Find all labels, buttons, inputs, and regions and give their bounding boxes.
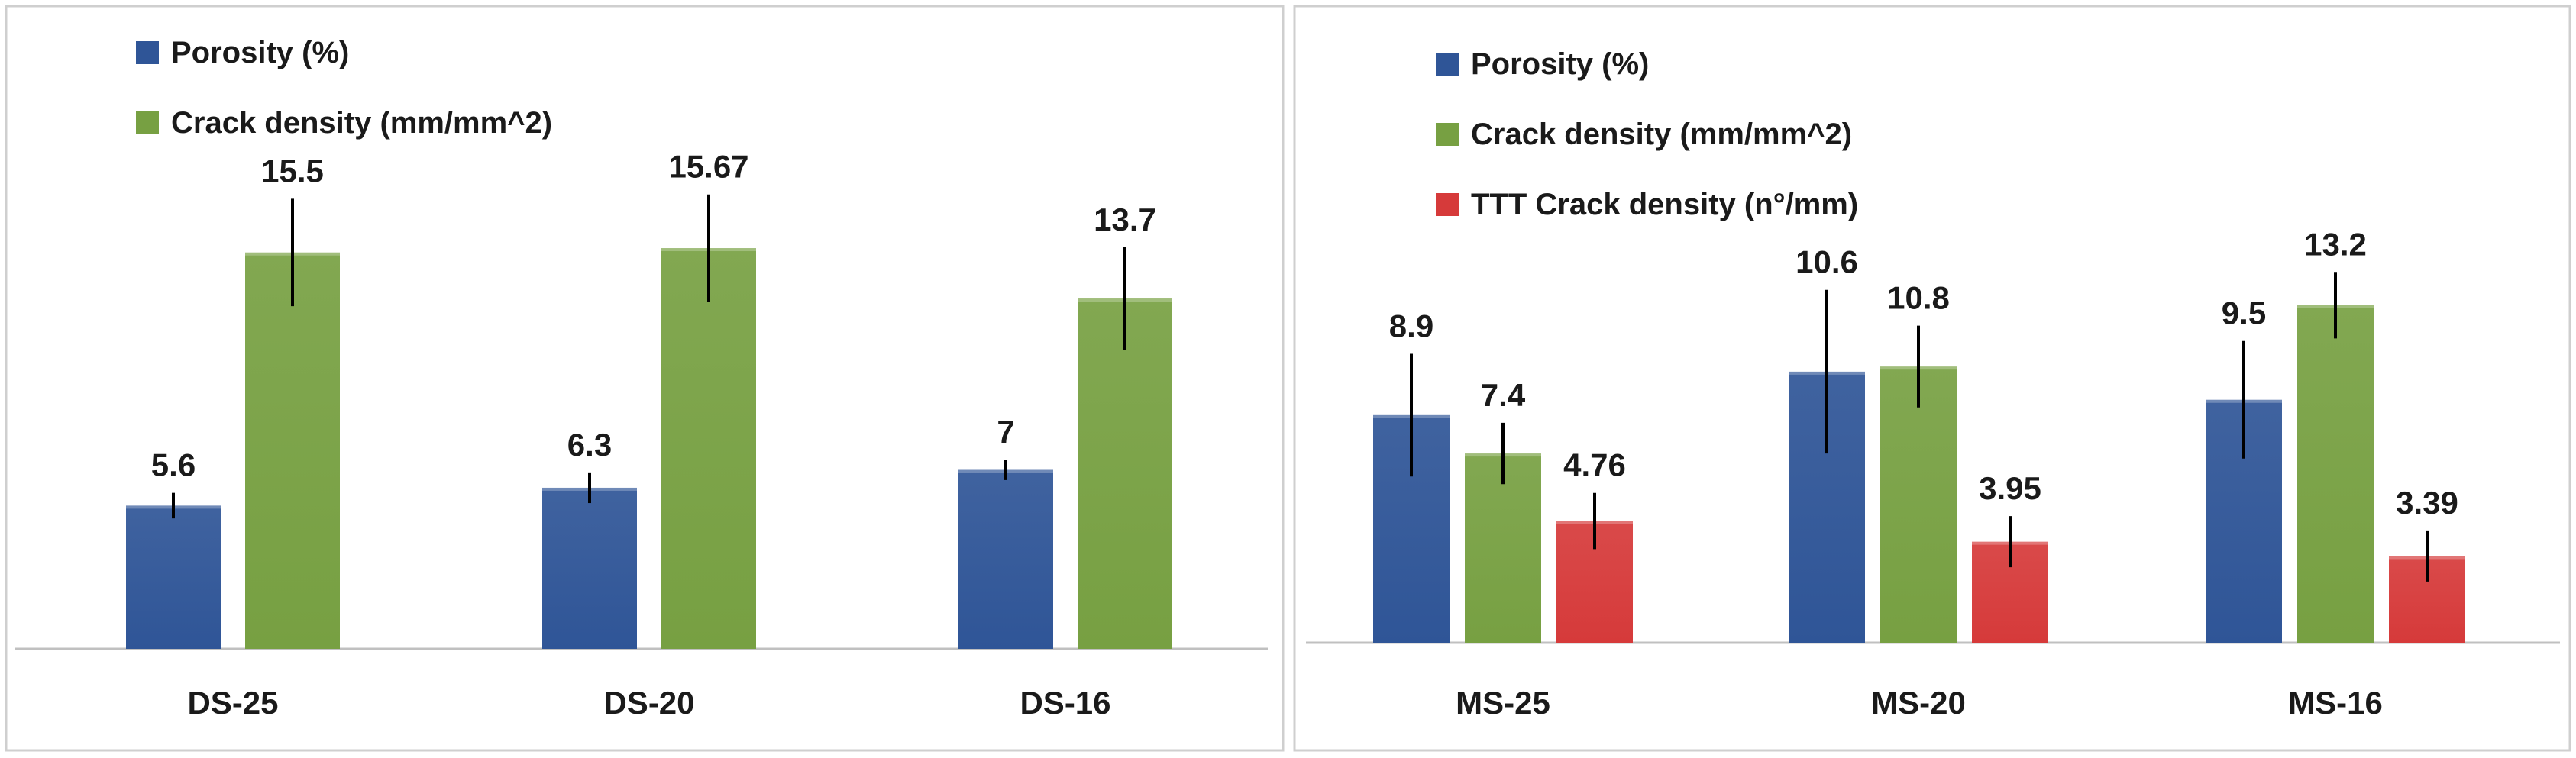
x-tick-label: MS-16 — [2288, 685, 2383, 721]
legend-swatch-crack — [1436, 123, 1459, 146]
data-label: 13.7 — [1094, 202, 1156, 237]
legend-entry: Crack density (mm/mm^2) — [171, 106, 552, 140]
chart-panel-2: 8.9 7.4 4.76 MS-25 10.6 10.8 3.95 MS-20 9.5 13.2 3… — [1293, 5, 2571, 752]
data-label: 13.2 — [2304, 226, 2367, 262]
data-label: 10.8 — [1887, 280, 1950, 316]
bar-porosity-ds-20 — [542, 487, 637, 649]
legend-swatch-porosity — [1436, 53, 1459, 76]
data-label: 3.95 — [1979, 470, 2041, 506]
x-tick-label: DS-16 — [1020, 685, 1110, 721]
legend-entry: Porosity (%) — [1471, 47, 1649, 81]
legend-swatch-crack — [136, 111, 159, 134]
data-label: 10.6 — [1795, 244, 1858, 280]
data-label: 5.6 — [151, 447, 196, 483]
bar-crack-ms-16 — [2297, 305, 2374, 643]
data-label: 15.67 — [668, 149, 748, 185]
data-label: 6.3 — [567, 427, 612, 463]
bar-porosity-ds-16 — [958, 469, 1053, 649]
legend-swatch-ttt — [1436, 193, 1459, 216]
legend-entry: Crack density (mm/mm^2) — [1471, 118, 1852, 151]
bar-crack-ds-20 — [661, 248, 756, 649]
x-tick-label: DS-25 — [187, 685, 278, 721]
bar-crack-ds-25 — [245, 252, 340, 649]
data-label: 7.4 — [1481, 377, 1526, 413]
bar-crack-ds-16 — [1078, 298, 1172, 649]
legend-entry: Porosity (%) — [171, 36, 349, 69]
data-label: 3.39 — [2396, 485, 2458, 521]
bar-porosity-ds-25 — [126, 505, 221, 649]
data-label: 9.5 — [2222, 295, 2266, 331]
legend-entry: TTT Crack density (n°/mm) — [1471, 188, 1858, 221]
x-tick-label: MS-25 — [1456, 685, 1550, 721]
x-tick-label: DS-20 — [603, 685, 694, 721]
data-label: 8.9 — [1389, 308, 1433, 344]
x-tick-label: MS-20 — [1871, 685, 1966, 721]
data-label: 4.76 — [1563, 447, 1626, 483]
bar-crack-ms-20 — [1880, 366, 1957, 643]
legend-swatch-porosity — [136, 41, 159, 64]
data-label: 15.5 — [261, 153, 324, 189]
bar-crack-ms-25 — [1465, 453, 1541, 643]
data-label: 7 — [997, 414, 1014, 450]
chart-panel-1: 5.6 15.5 DS-25 6.3 15.67 DS-20 7 13.7 DS-16 Poros… — [5, 5, 1285, 752]
